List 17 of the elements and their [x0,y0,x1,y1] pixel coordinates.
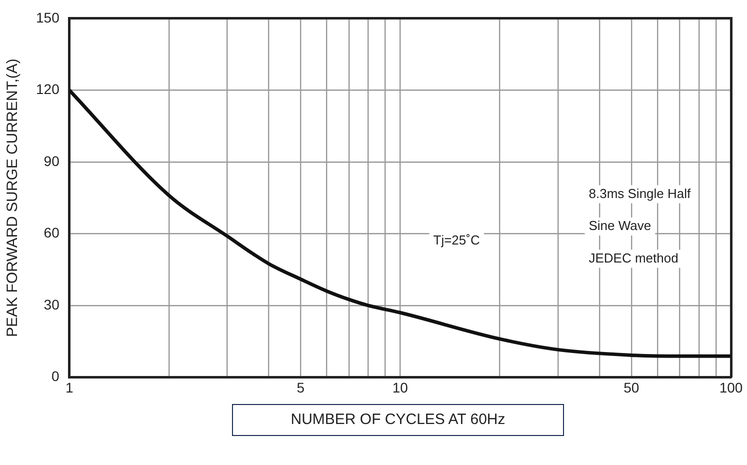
x-tick-label: 100 [719,379,743,396]
x-tick-label: 50 [624,379,640,396]
y-axis-title: PEAK FORWARD SURGE CURRENT,(A) [4,58,22,337]
y-tick-label: 120 [36,81,60,98]
annotation: 8.3ms Single Half [588,186,692,201]
x-axis-title: NUMBER OF CYCLES AT 60Hz [232,404,564,436]
y-tick-label: 0 [52,368,60,384]
y-tick-label: 150 [36,9,60,26]
x-tick-label: 5 [296,379,305,396]
y-tick-label: 90 [44,152,60,169]
annotation: Tj=25˚C [433,232,480,248]
x-tick-label: 1 [65,379,74,396]
annotation: Sine Wave [588,218,652,234]
x-tick-label: 10 [392,379,408,396]
y-tick-label: 30 [44,296,60,312]
y-tick-label: 60 [44,224,60,241]
annotation: JEDEC method [588,250,678,266]
